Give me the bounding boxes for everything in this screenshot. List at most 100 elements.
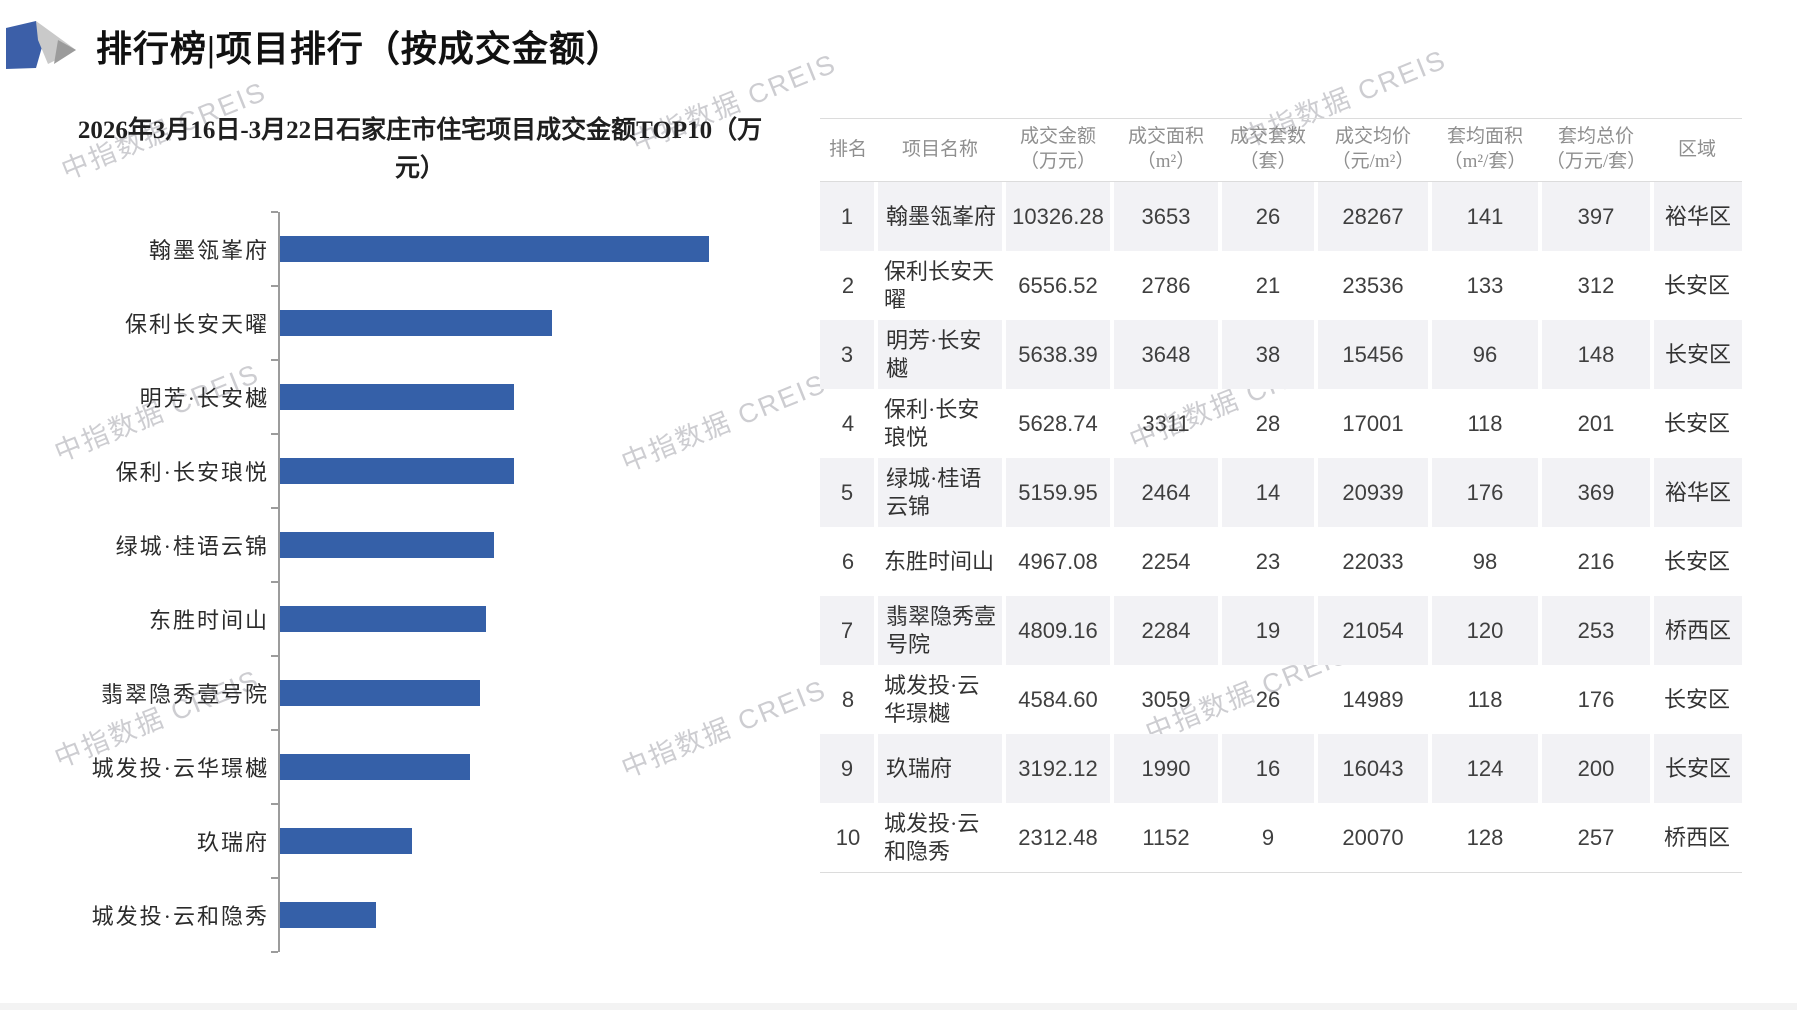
chart-category-row: 绿城·桂语云锦 [78, 507, 778, 582]
chart-bar [280, 384, 514, 410]
rank-cell: 6 [841, 548, 855, 574]
district-cell: 长安区 [1663, 686, 1730, 712]
chart-bar-track [271, 581, 778, 656]
value-cell: 124 [1430, 734, 1540, 803]
value-cell: 5628.74 [1018, 410, 1098, 436]
value-cell: 120 [1430, 596, 1540, 665]
chart-title: 2026年3月16日-3月22日石家庄市住宅项目成交金额TOP10（万元） [77, 117, 763, 182]
value-cell: 20939 [1316, 458, 1430, 527]
value-cell: 19 [1220, 596, 1316, 665]
rank-cell: 4 [841, 410, 855, 436]
value-cell: 253 [1540, 596, 1652, 665]
value-cell: 96 [1430, 320, 1540, 389]
district-cell: 桥西区 [1663, 824, 1730, 850]
value-cell: 4967.08 [1018, 548, 1098, 574]
chart-category-row: 城发投·云和隐秀 [78, 877, 778, 953]
project-name-cell: 绿城·桂语云锦 [876, 458, 1004, 527]
table-header-cell: 项目名称 [901, 138, 978, 160]
value-cell: 176 [1577, 686, 1615, 712]
table-row: 2 保利长安天曜 6556.52 2786 21 23536 133 312 长安区 [820, 251, 1742, 320]
chart-category-row: 翰墨瓴峯府 [78, 211, 778, 286]
chart-category-label: 保利·长安琅悦 [115, 460, 269, 485]
chart-category-label: 城发投·云和隐秀 [91, 904, 269, 929]
table-row: 5 绿城·桂语云锦 5159.95 2464 14 20939 176 369 裕华区 [820, 458, 1742, 527]
value-cell: 397 [1540, 182, 1652, 251]
value-cell: 201 [1577, 410, 1615, 436]
value-cell: 1990 [1112, 734, 1220, 803]
rank-cell: 7 [820, 596, 876, 665]
value-cell: 200 [1540, 734, 1652, 803]
page-title: 排行榜|项目排行（按成交金额） [96, 29, 623, 69]
value-cell: 1152 [1142, 824, 1190, 850]
table-header-cell: 排名 [828, 138, 867, 160]
chart-category-row: 城发投·云华璟樾 [78, 729, 778, 804]
value-cell: 2254 [1141, 548, 1191, 574]
value-cell: 4809.16 [1004, 596, 1112, 665]
value-cell: 3648 [1112, 320, 1220, 389]
chart-bar [280, 458, 514, 484]
table-header-cell: 套均面积 （m²/套） [1443, 126, 1527, 172]
table-row: 4 保利·长安琅悦 5628.74 3311 28 17001 118 201 长安区 [820, 389, 1742, 458]
table-row: 3 明芳·长安樾 5638.39 3648 38 15456 96 148 长安区 [820, 320, 1742, 389]
value-cell: 20070 [1342, 824, 1404, 850]
value-cell: 16043 [1316, 734, 1430, 803]
project-name-cell: 东胜时间山 [884, 548, 995, 574]
value-cell: 26 [1255, 686, 1281, 712]
value-cell: 141 [1430, 182, 1540, 251]
district-cell: 长安区 [1652, 734, 1742, 803]
value-cell: 3311 [1142, 410, 1190, 436]
value-cell: 4584.60 [1018, 686, 1098, 712]
chart-bar-track [271, 359, 778, 434]
creis-logo-icon [6, 21, 76, 69]
chart-category-label: 城发投·云华璟樾 [91, 756, 269, 781]
chart-bar-track [271, 211, 778, 286]
table-header-cell: 成交面积 （m²） [1127, 126, 1204, 172]
value-cell: 14989 [1342, 686, 1404, 712]
value-cell: 216 [1577, 548, 1615, 574]
value-cell: 23 [1255, 548, 1281, 574]
table-header-cell: 成交套数 （套） [1229, 126, 1306, 172]
value-cell: 9 [1261, 824, 1275, 850]
chart-bar-track [271, 877, 778, 953]
district-cell: 裕华区 [1652, 458, 1742, 527]
rank-cell: 1 [820, 182, 876, 251]
chart-category-row: 保利长安天曜 [78, 285, 778, 360]
district-cell: 裕华区 [1652, 182, 1742, 251]
chart-bar [280, 680, 480, 706]
chart-bar-track [271, 655, 778, 730]
table-row: 8 城发投·云华璟樾 4584.60 3059 26 14989 118 176 长安区 [820, 665, 1742, 734]
chart-category-row: 保利·长安琅悦 [78, 433, 778, 508]
chart-category-label: 保利长安天曜 [124, 312, 269, 337]
value-cell: 10326.28 [1004, 182, 1112, 251]
project-name-cell: 保利长安天曜 [884, 259, 995, 312]
value-cell: 16 [1220, 734, 1316, 803]
value-cell: 28 [1255, 410, 1281, 436]
chart-category-label: 明芳·长安樾 [139, 386, 269, 411]
chart-category-label: 翡翠隐秀壹号院 [100, 682, 269, 707]
rank-cell: 3 [820, 320, 876, 389]
value-cell: 28267 [1316, 182, 1430, 251]
value-cell: 118 [1467, 410, 1503, 436]
bar-chart: 翰墨瓴峯府 保利长安天曜 明芳·长安樾 保利·长安琅悦 绿城·桂语云锦 东胜时间山 翡翠隐秀… [78, 211, 778, 953]
value-cell: 257 [1577, 824, 1615, 850]
value-cell: 3192.12 [1004, 734, 1112, 803]
district-cell: 长安区 [1663, 548, 1730, 574]
district-cell: 长安区 [1652, 320, 1742, 389]
value-cell: 369 [1540, 458, 1652, 527]
chart-bar-track [271, 433, 778, 508]
project-name-cell: 城发投·云华璟樾 [884, 673, 980, 726]
value-cell: 17001 [1342, 410, 1404, 436]
district-cell: 长安区 [1663, 410, 1730, 436]
chart-category-label: 翰墨瓴峯府 [148, 238, 269, 263]
value-cell: 5638.39 [1004, 320, 1112, 389]
chart-category-row: 玖瑞府 [78, 803, 778, 878]
ranking-table: 排名 项目名称 成交金额 （万元） 成交面积 （m²） 成交套数 （套） 成交均价 （元/… [820, 118, 1742, 873]
value-cell: 23536 [1342, 272, 1404, 298]
value-cell: 22033 [1342, 548, 1404, 574]
value-cell: 176 [1430, 458, 1540, 527]
table-body: 1 翰墨瓴峯府 10326.28 3653 26 28267 141 397 裕华区 2 保利长安天… [820, 182, 1742, 873]
chart-bar [280, 236, 709, 262]
table-header-cell: 区域 [1677, 138, 1716, 160]
chart-bar-track [271, 803, 778, 878]
